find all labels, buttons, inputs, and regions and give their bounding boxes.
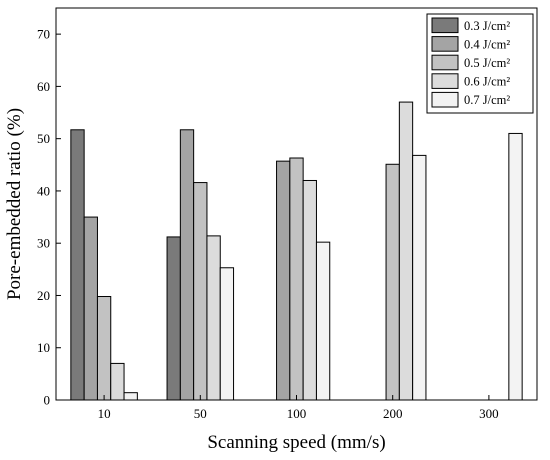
x-tick-label: 50: [194, 406, 207, 421]
y-tick-label: 10: [37, 340, 50, 355]
bar-10-series-2: [83, 216, 98, 401]
bar-200-series-4: [398, 101, 414, 401]
x-axis-title: Scanning speed (mm/s): [207, 432, 385, 453]
bar-10-series-5: [123, 392, 138, 401]
y-tick-label: 60: [37, 79, 50, 94]
bar-100-series-2: [276, 160, 291, 401]
legend-label: 0.5 J/cm²: [464, 56, 510, 70]
bar-100-series-3: [289, 157, 304, 401]
y-tick-label: 70: [37, 27, 50, 42]
bar-10-series-3: [96, 296, 112, 401]
legend-label: 0.4 J/cm²: [464, 37, 510, 51]
bar-50-series-3: [193, 182, 208, 401]
bar-200-series-5: [412, 154, 427, 401]
legend-swatch: [431, 91, 459, 108]
y-tick-label: 30: [37, 236, 50, 251]
x-tick-label: 200: [383, 406, 403, 421]
bar-50-series-4: [206, 235, 221, 401]
y-tick-label: 40: [37, 183, 50, 198]
bar-10-series-1: [70, 129, 85, 401]
x-tick-label: 300: [479, 406, 499, 421]
bars-layer: [70, 101, 523, 401]
legend-label: 0.6 J/cm²: [464, 75, 510, 89]
bar-50-series-5: [219, 267, 235, 401]
bar-100-series-5: [315, 241, 331, 401]
bar-200-series-3: [385, 163, 400, 401]
y-tick-label: 20: [37, 288, 50, 303]
bar-50-series-2: [179, 129, 195, 401]
y-tick-label: 0: [44, 393, 51, 408]
y-axis: 0 10 20 30 40 50 60 70: [37, 27, 61, 408]
bar-50-series-1: [166, 236, 181, 401]
legend-swatch: [431, 54, 459, 71]
legend-label: 0.7 J/cm²: [464, 93, 510, 107]
y-tick-label: 50: [37, 131, 50, 146]
x-tick-label: 10: [98, 406, 111, 421]
legend-swatch: [431, 17, 459, 34]
x-tick-label: 100: [287, 406, 307, 421]
legend: 0.3 J/cm² 0.4 J/cm² 0.5 J/cm² 0.6 J/cm² 0.7 …: [426, 13, 534, 114]
bar-300-series-5: [508, 132, 523, 401]
bar-100-series-4: [302, 179, 317, 401]
legend-label: 0.3 J/cm²: [464, 19, 510, 33]
bar-10-series-4: [110, 362, 125, 401]
legend-swatch: [431, 36, 459, 52]
legend-swatch: [431, 73, 459, 89]
x-axis: 10 50 100 200 300: [98, 395, 499, 421]
y-axis-title: Pore-embedded ratio (%): [4, 108, 25, 300]
